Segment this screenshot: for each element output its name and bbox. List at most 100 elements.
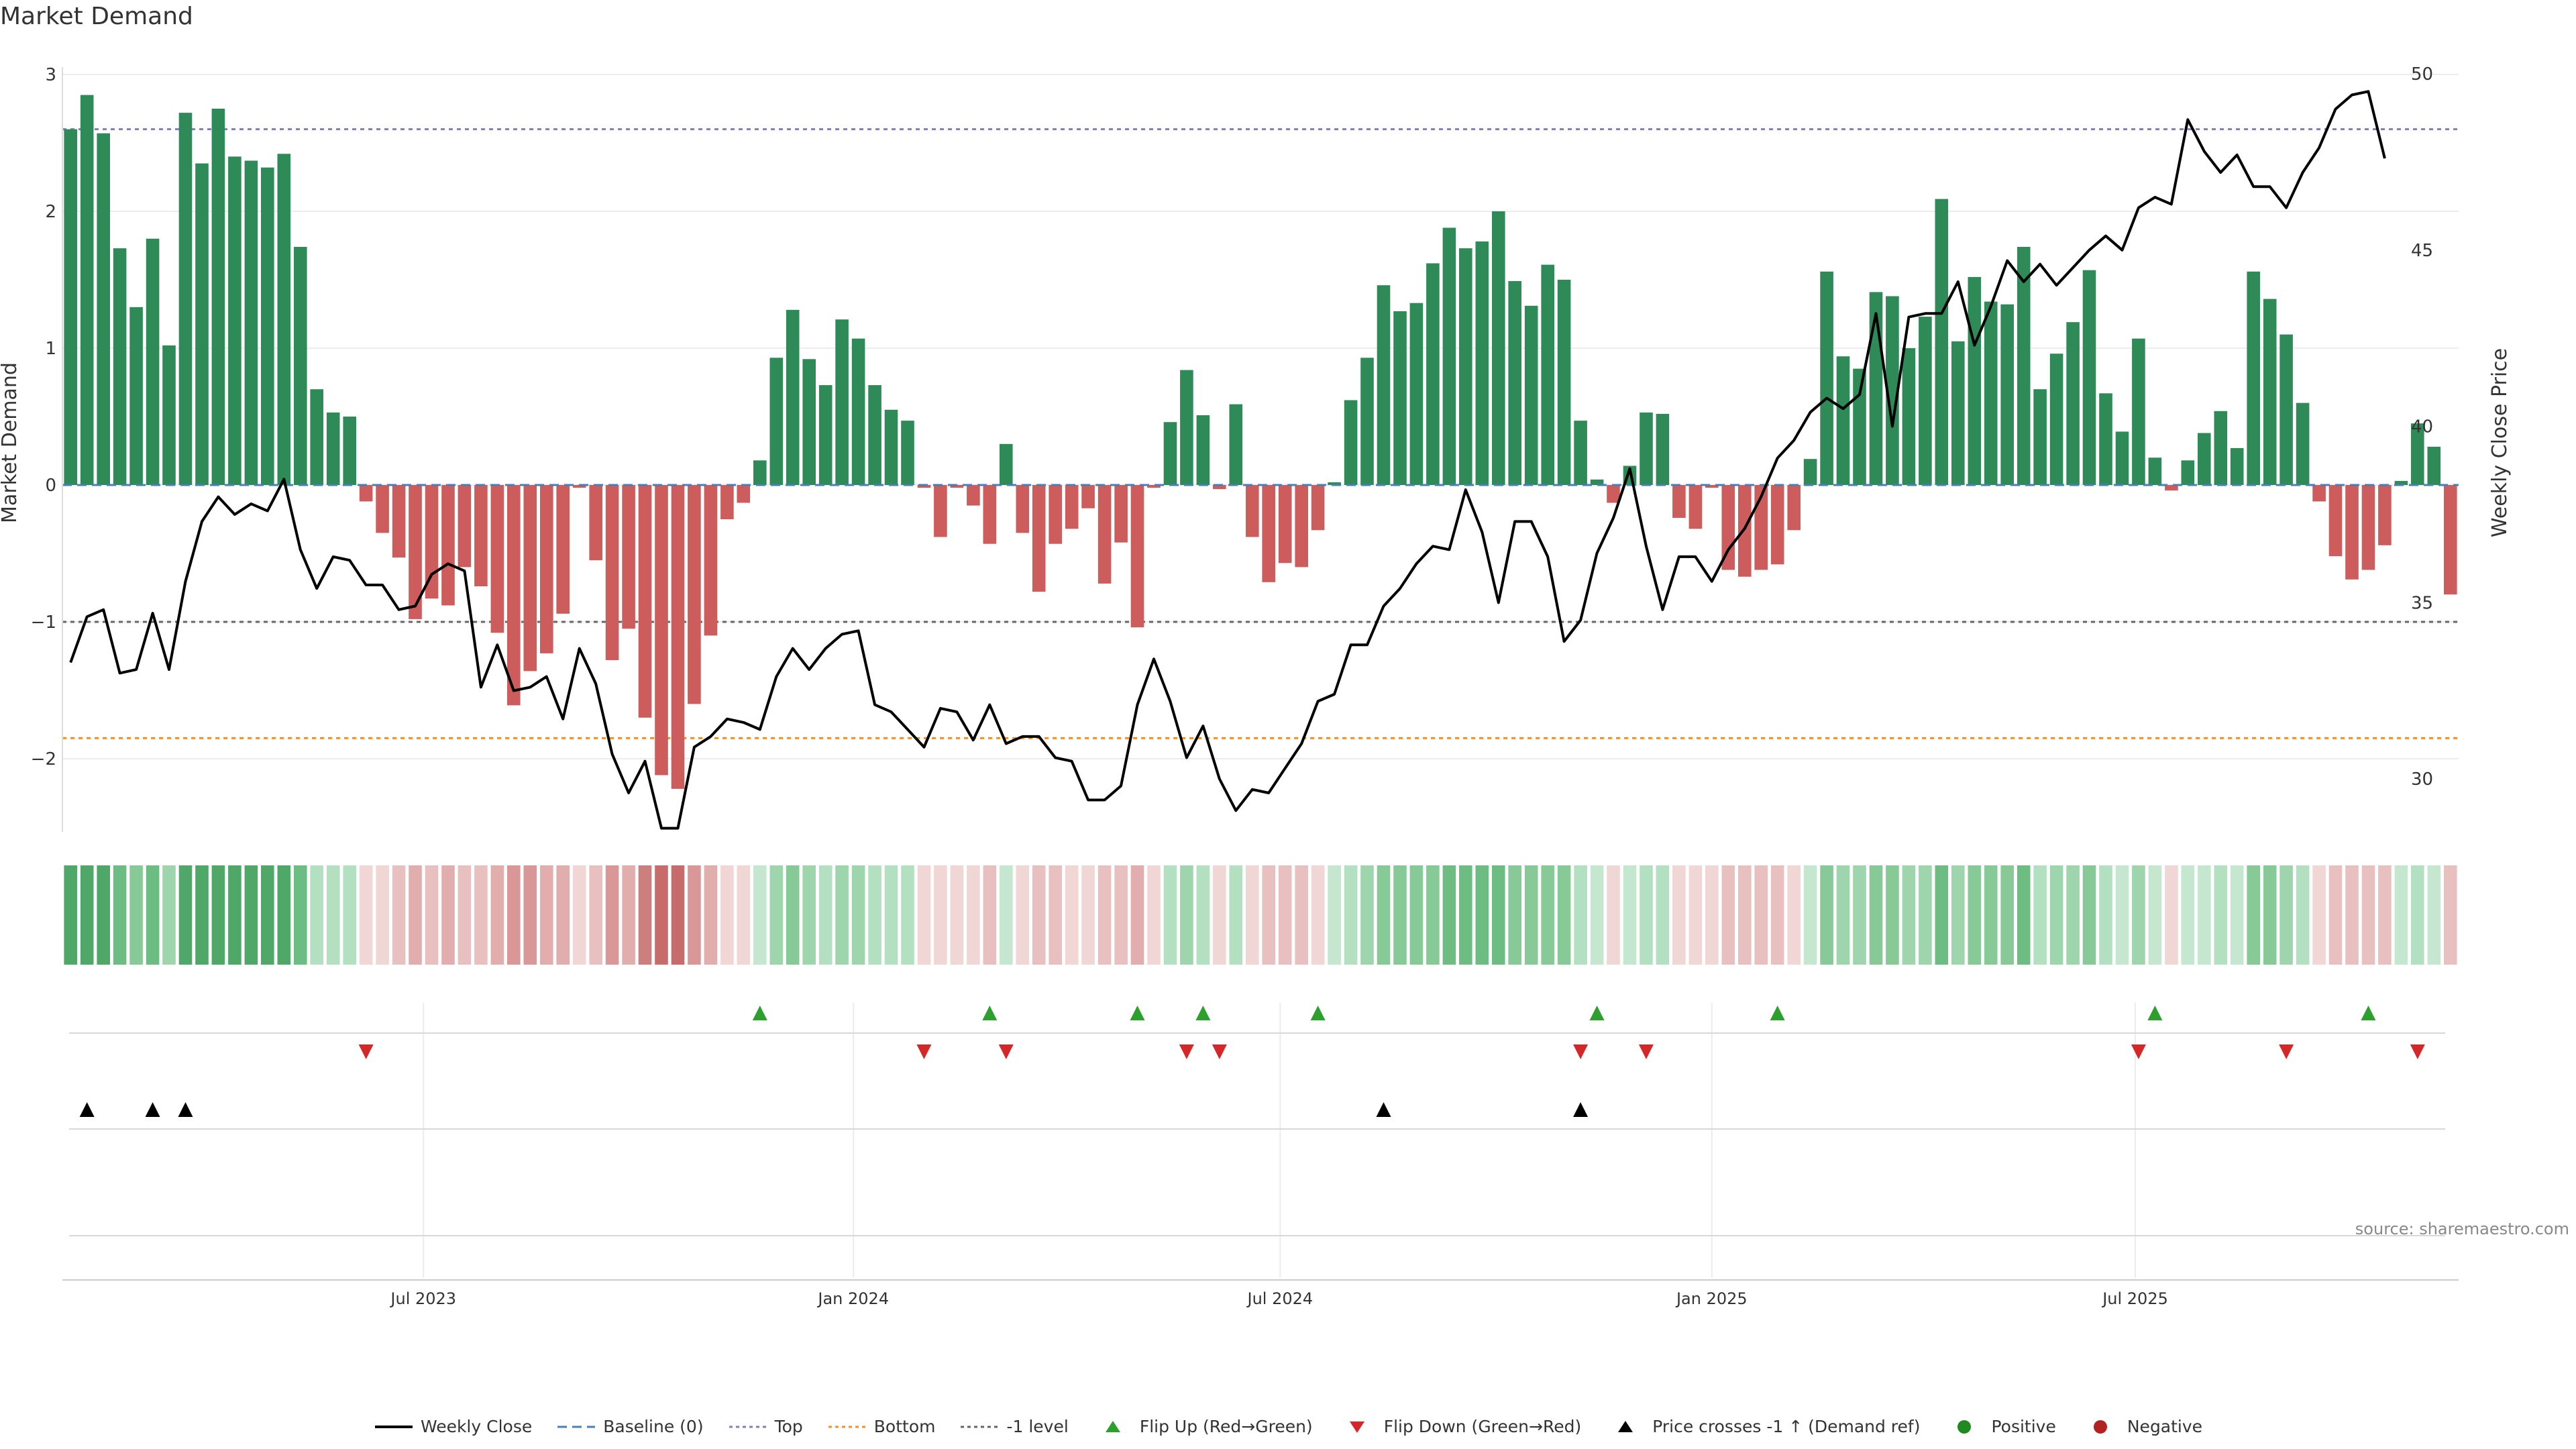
- heat-cell: [655, 865, 668, 965]
- heat-cell: [392, 865, 406, 965]
- y-tick-label: −2: [31, 749, 56, 769]
- demand-bar: [1180, 370, 1193, 485]
- heat-cell: [2132, 865, 2145, 965]
- demand-bar: [1409, 303, 1424, 485]
- heat-cell: [1574, 865, 1587, 965]
- heat-cell: [1524, 865, 1538, 965]
- source-note: source: sharemaestro.com: [2355, 1220, 2569, 1238]
- legend-swatch: [1618, 1420, 1633, 1432]
- demand-bar: [622, 485, 635, 629]
- flip-up-marker: [1770, 1006, 1785, 1020]
- demand-bar: [244, 160, 258, 485]
- heat-cell: [917, 865, 931, 965]
- demand-bar: [704, 485, 718, 636]
- demand-bar: [1607, 485, 1620, 503]
- demand-bar: [1984, 301, 1998, 485]
- demand-bar: [392, 485, 406, 558]
- legend-label: Flip Down (Green→Red): [1383, 1417, 1582, 1436]
- reference-levels: [62, 128, 2459, 739]
- legend-item-flip-up: Flip Up (Red→Green): [1093, 1417, 1313, 1436]
- demand-bar: [671, 485, 685, 789]
- heat-cell: [638, 865, 652, 965]
- demand-bar: [2148, 458, 2162, 485]
- heat-cell: [2361, 865, 2375, 965]
- demand-bar: [540, 485, 553, 653]
- demand-bar: [1000, 443, 1013, 485]
- demand-bar: [2017, 247, 2031, 485]
- demand-bar: [1770, 485, 1784, 565]
- demand-bar: [2279, 334, 2293, 485]
- heat-cell: [540, 865, 553, 965]
- demand-bar: [950, 485, 964, 488]
- heat-cell: [1147, 865, 1161, 965]
- price-cross-marker: [1573, 1102, 1589, 1117]
- price-cross-marker: [145, 1102, 160, 1117]
- demand-bar: [1130, 485, 1144, 628]
- demand-bar: [1951, 341, 1965, 485]
- heat-cell: [802, 865, 816, 965]
- demand-bar: [1278, 485, 1292, 564]
- flip-up-marker: [752, 1006, 767, 1020]
- flip-down-marker: [1179, 1044, 1194, 1059]
- demand-bar: [1640, 412, 1653, 485]
- demand-bar: [507, 485, 521, 706]
- heat-cell: [1409, 865, 1424, 965]
- flip-down-marker: [2279, 1044, 2294, 1059]
- demand-bar: [1754, 485, 1768, 570]
- demand-bar: [1524, 305, 1538, 485]
- demand-bar: [655, 485, 668, 775]
- heat-cell: [1656, 865, 1670, 965]
- heat-cell: [1393, 865, 1407, 965]
- heat-cell: [474, 865, 488, 965]
- demand-bar: [868, 385, 881, 485]
- heat-cell: [2312, 865, 2326, 965]
- chart-title: Market Demand: [0, 3, 193, 30]
- demand-bar: [2066, 322, 2080, 485]
- demand-bar: [2296, 402, 2310, 485]
- heat-cell: [1475, 865, 1489, 965]
- flip-up-marker: [2361, 1006, 2376, 1020]
- heat-cell: [113, 865, 127, 965]
- heat-cell: [1246, 865, 1259, 965]
- heat-cell: [1163, 865, 1177, 965]
- demand-bar: [1196, 415, 1210, 485]
- legend-item-baseline: Baseline (0): [556, 1417, 704, 1436]
- heat-cell: [868, 865, 881, 965]
- y-tick-label: 3: [45, 65, 56, 85]
- flip-down-marker: [2410, 1044, 2425, 1059]
- demand-bar: [1672, 485, 1686, 518]
- heat-cell: [1016, 865, 1030, 965]
- legend-item-negative: Negative: [2080, 1417, 2202, 1436]
- demand-bar: [1065, 485, 1079, 529]
- demand-bar: [2115, 431, 2129, 485]
- heat-cell: [2279, 865, 2293, 965]
- heat-cell: [1721, 865, 1735, 965]
- heat-cell: [2345, 865, 2359, 965]
- heat-cell: [441, 865, 455, 965]
- demand-bar: [2230, 447, 2244, 485]
- demand-bar: [1442, 227, 1456, 485]
- heat-cell: [2181, 865, 2195, 965]
- legend-item-flip-down: Flip Down (Green→Red): [1337, 1417, 1582, 1436]
- legend-label: Baseline (0): [603, 1417, 704, 1436]
- heat-cell: [1672, 865, 1686, 965]
- demand-bar: [474, 485, 488, 586]
- heat-cell: [409, 865, 422, 965]
- heat-cell: [950, 865, 964, 965]
- legend-label: -1 level: [1006, 1417, 1069, 1436]
- heat-cell: [1919, 865, 1932, 965]
- demand-bar: [425, 485, 439, 599]
- gridlines: [62, 74, 2459, 1278]
- demand-bar: [1262, 485, 1275, 582]
- demand-bar: [64, 129, 77, 486]
- y2-tick-label: 45: [2411, 241, 2433, 261]
- heat-cell: [1541, 865, 1554, 965]
- heat-cell: [178, 865, 193, 965]
- heat-cell: [244, 865, 258, 965]
- heat-cell: [589, 865, 602, 965]
- heat-cell: [1770, 865, 1784, 965]
- demand-bar: [802, 359, 816, 485]
- heat-cell: [2049, 865, 2063, 965]
- heat-cell: [2411, 865, 2424, 965]
- demand-bar: [605, 485, 619, 661]
